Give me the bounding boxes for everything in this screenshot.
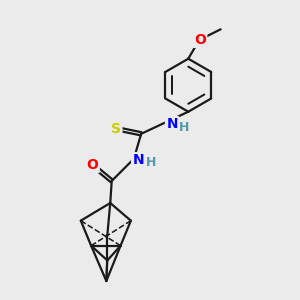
Text: N: N [132, 153, 144, 167]
Text: H: H [146, 156, 157, 169]
Text: S: S [111, 122, 121, 136]
Text: H: H [179, 121, 189, 134]
Text: O: O [87, 158, 98, 172]
Text: N: N [166, 117, 178, 131]
Text: O: O [194, 33, 206, 46]
